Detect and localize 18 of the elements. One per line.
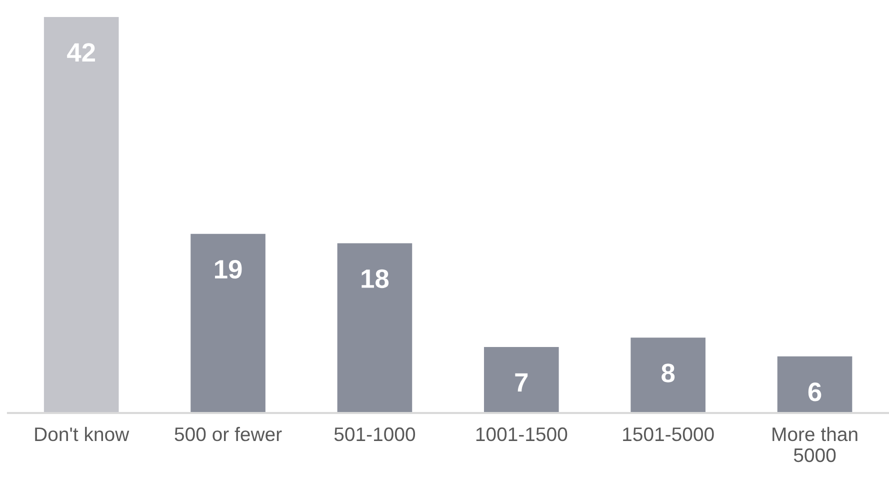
data-label: 42 bbox=[67, 43, 95, 62]
x-tick-label: 1501-5000 bbox=[623, 427, 714, 442]
x-tick-label: 500 or fewer bbox=[174, 426, 282, 442]
bar bbox=[190, 234, 266, 413]
bar bbox=[44, 17, 119, 413]
x-tick-label: 501-1000 bbox=[334, 427, 416, 442]
data-label: 18 bbox=[362, 269, 389, 288]
data-label: 19 bbox=[215, 260, 242, 279]
bar bbox=[777, 356, 852, 413]
x-tick-label: Don't know bbox=[35, 426, 130, 442]
bar bbox=[484, 347, 559, 413]
bar bbox=[337, 243, 412, 413]
x-tick-label: 1001-1500 bbox=[476, 427, 568, 442]
bar bbox=[630, 338, 706, 413]
x-tick-label: More than 5000 bbox=[772, 426, 858, 462]
data-label: 8 bbox=[662, 364, 675, 382]
data-label: 6 bbox=[808, 382, 822, 402]
data-label: 7 bbox=[515, 373, 528, 392]
